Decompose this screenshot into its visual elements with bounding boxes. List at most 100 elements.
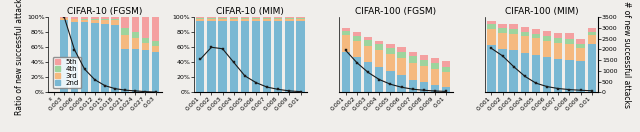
Bar [487,29,495,45]
Bar [101,19,109,20]
Bar [196,17,204,18]
Bar [285,17,294,18]
Bar [408,79,417,92]
Bar [532,34,540,38]
Bar [408,52,417,56]
Bar [442,67,451,72]
Bar [386,54,395,71]
Bar [111,20,119,25]
Bar [141,38,149,44]
Bar [499,28,507,33]
Bar [141,44,149,50]
Bar [131,32,139,38]
Bar [230,21,238,92]
Bar [554,43,563,59]
Bar [296,19,305,21]
Bar [353,41,361,57]
Y-axis label: Ratio of new successful attacks: Ratio of new successful attacks [15,0,24,115]
Bar [152,52,159,92]
Bar [532,55,540,92]
Bar [386,71,395,92]
Bar [364,37,372,40]
Bar [520,32,529,36]
Bar [397,58,406,75]
Bar [520,53,529,92]
Bar [285,19,294,21]
Bar [565,44,573,60]
Bar [375,44,383,50]
Bar [218,19,227,21]
Bar [141,50,149,92]
Bar [196,19,204,21]
Bar [353,32,361,36]
Bar [101,17,109,19]
Bar [408,63,417,79]
Bar [577,61,585,92]
Bar [420,60,428,66]
Bar [241,21,249,92]
Bar [342,28,350,31]
Bar [122,35,129,49]
Bar [218,17,227,18]
Bar [420,55,428,60]
Bar [122,17,129,28]
Bar [342,31,350,35]
Bar [60,18,68,20]
Bar [152,41,159,46]
Bar [230,17,238,18]
Bar [296,17,305,18]
Bar [588,32,596,35]
Legend: 5th, 4th, 3rd, 2nd: 5th, 4th, 3rd, 2nd [52,57,81,88]
Bar [554,33,563,38]
Bar [565,39,573,44]
Bar [408,56,417,63]
Bar [263,19,271,21]
Bar [342,35,350,52]
Bar [554,38,563,43]
Bar [263,18,271,19]
Bar [543,57,551,92]
Bar [520,27,529,32]
Y-axis label: # of new successful attacks: # of new successful attacks [621,1,630,108]
Bar [81,19,88,20]
Bar [532,29,540,34]
Bar [588,44,596,92]
Bar [543,41,551,57]
Bar [532,38,540,55]
Bar [431,63,439,69]
Bar [364,46,372,62]
Bar [207,17,216,18]
Bar [588,28,596,32]
Bar [274,21,282,92]
Bar [565,33,573,39]
Bar [375,41,383,44]
Bar [543,31,551,36]
Bar [263,17,271,18]
Bar [509,24,518,29]
Bar [509,29,518,34]
Bar [196,21,204,92]
Bar [70,22,78,92]
Bar [274,17,282,18]
Bar [241,19,249,21]
Bar [131,17,139,32]
Bar [207,21,216,92]
Bar [230,18,238,19]
Title: CIFAR-100 (MIM): CIFAR-100 (MIM) [505,7,579,16]
Bar [397,52,406,58]
Bar [296,21,305,92]
Title: CIFAR-100 (FGSM): CIFAR-100 (FGSM) [355,7,436,16]
Bar [230,19,238,21]
Bar [218,21,227,92]
Bar [101,24,109,92]
Bar [152,17,159,41]
Bar [285,21,294,92]
Bar [442,87,451,92]
Bar [499,49,507,92]
Bar [554,59,563,92]
Title: CIFAR-10 (FGSM): CIFAR-10 (FGSM) [67,7,143,16]
Bar [70,17,78,19]
Bar [499,24,507,28]
Bar [342,52,350,92]
Bar [60,20,68,92]
